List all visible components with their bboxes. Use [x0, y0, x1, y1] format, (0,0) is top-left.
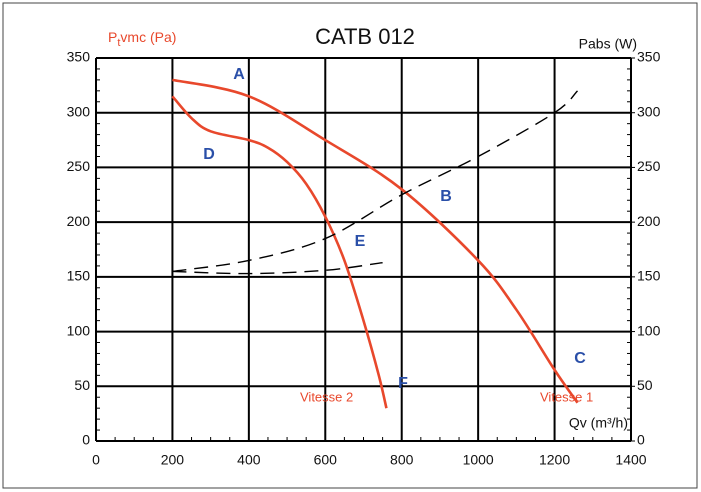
annotation: E [355, 233, 366, 250]
y-tick-label: 300 [67, 103, 91, 119]
x-tick-label: 600 [314, 452, 338, 468]
x-tick-label: 1200 [539, 452, 570, 468]
y-tick-label: 350 [67, 49, 91, 65]
y-tick-label: 200 [67, 213, 91, 229]
annotation: B [440, 188, 452, 205]
series-label: Vitesse 2 [300, 389, 353, 404]
y-axis-label: Ptvmc (Pa) [108, 29, 176, 49]
y-tick-label: 100 [67, 322, 91, 338]
y2-tick-label: 50 [637, 377, 653, 393]
y-tick-label: 0 [82, 432, 90, 448]
series-line [172, 261, 383, 275]
x-tick-label: 800 [390, 452, 414, 468]
y2-tick-label: 150 [637, 268, 661, 284]
y2-tick-label: 300 [637, 103, 661, 119]
y-label-main: P [108, 29, 117, 45]
annotation: C [574, 350, 586, 367]
annotation: F [398, 375, 408, 392]
y-label-sub: t [117, 37, 120, 49]
x-tick-label: 400 [237, 452, 261, 468]
x-tick-label: 0 [92, 452, 100, 468]
chart-title: CATB 012 [315, 24, 415, 49]
series-line [172, 78, 579, 404]
y2-axis-label: Pabs (W) [579, 36, 637, 52]
series-line [171, 95, 388, 409]
y-label-rest: vmc (Pa) [120, 29, 176, 45]
annotation: A [233, 66, 245, 83]
y2-tick-label: 250 [637, 158, 661, 174]
annotation: D [203, 146, 215, 163]
y-tick-label: 250 [67, 158, 91, 174]
x-axis-label: Qv (m³/h) [569, 415, 628, 431]
y2-tick-label: 350 [637, 49, 661, 65]
y-tick-label: 50 [74, 377, 90, 393]
x-tick-label: 1400 [615, 452, 646, 468]
y2-tick-label: 100 [637, 322, 661, 338]
series-line [172, 90, 579, 273]
y-tick-label: 150 [67, 268, 91, 284]
y2-tick-label: 200 [637, 213, 661, 229]
y2-tick-label: 0 [637, 432, 645, 448]
x-tick-label: 1000 [463, 452, 494, 468]
x-tick-label: 200 [161, 452, 185, 468]
series-label: Vitesse 1 [540, 389, 593, 404]
